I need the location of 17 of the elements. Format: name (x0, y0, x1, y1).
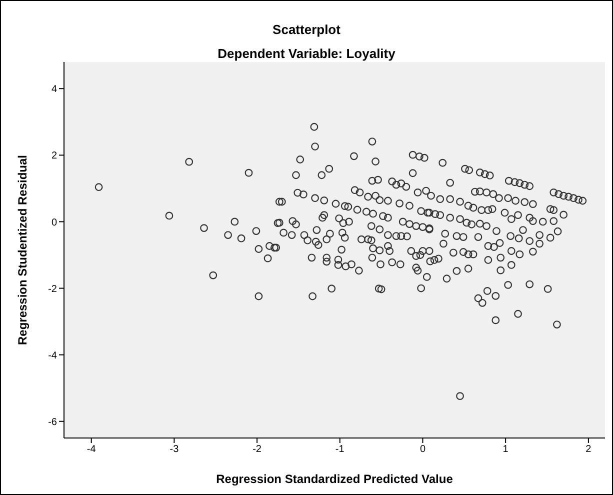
x-tick-label: 2 (586, 444, 592, 456)
y-tick-label: -2 (48, 284, 58, 295)
y-tick-label: -4 (48, 350, 58, 362)
x-tick-label: -2 (252, 444, 262, 456)
y-tick-label: 2 (51, 150, 58, 162)
x-axis-title: Regression Standardized Predicted Value (216, 472, 454, 486)
y-tick-label: -6 (48, 416, 58, 428)
x-tick-label: -1 (335, 444, 345, 456)
x-tick-label: 0 (420, 444, 426, 456)
y-tick-label: 0 (51, 217, 58, 228)
y-tick-label: 4 (51, 84, 58, 96)
chart-title: Scatterplot (272, 22, 342, 37)
y-axis-title: Regression Studentized Residual (15, 154, 30, 346)
chart-subtitle: Dependent Variable: Loyality (216, 46, 396, 61)
x-tick-label: -4 (86, 444, 96, 456)
x-tick-label: 1 (502, 444, 509, 456)
x-tick-label: -3 (170, 444, 180, 456)
